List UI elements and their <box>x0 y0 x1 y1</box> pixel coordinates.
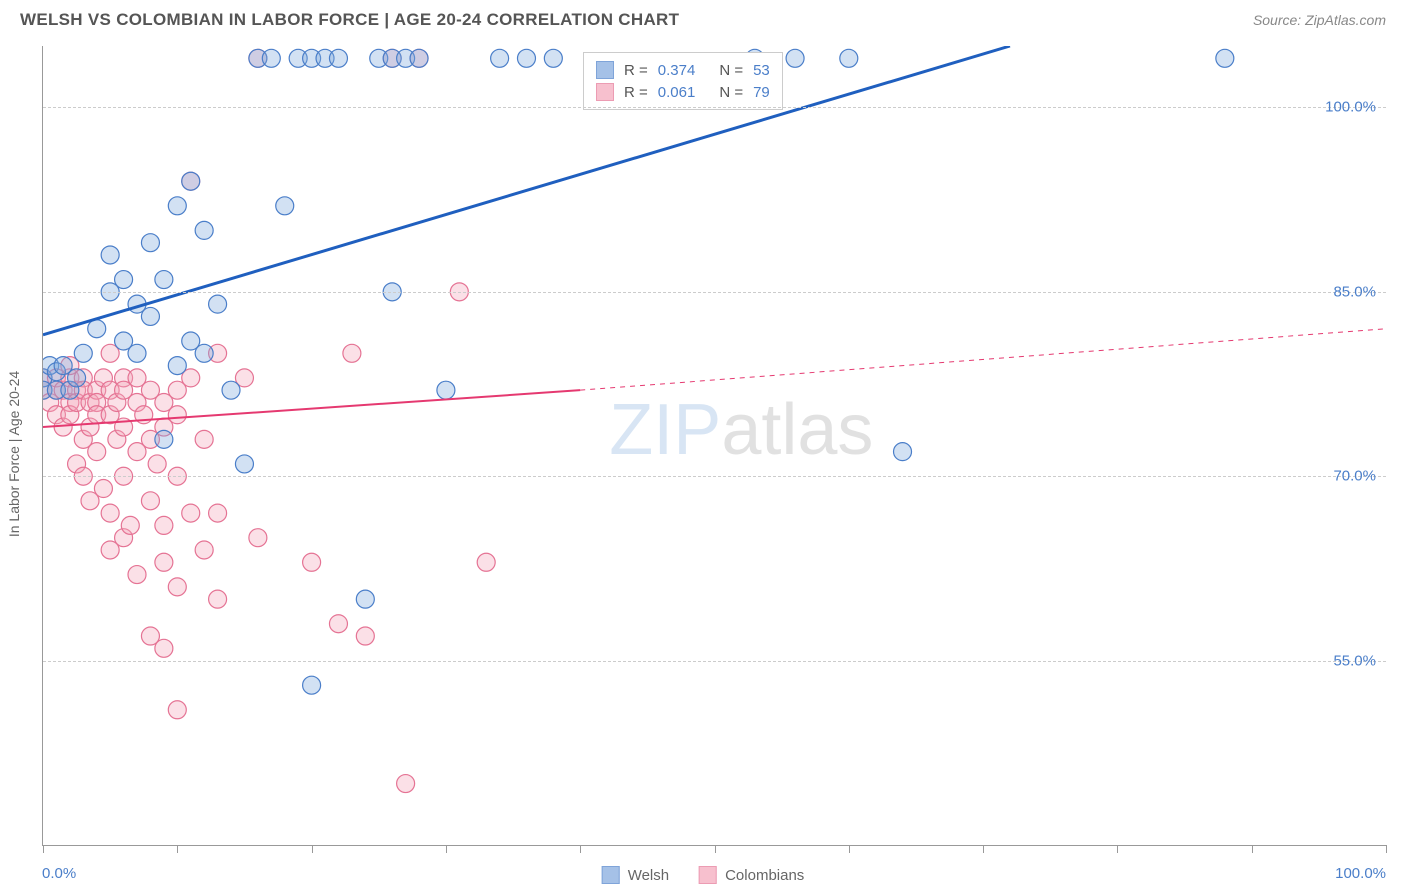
data-point-welsh <box>168 357 186 375</box>
data-point-welsh <box>840 49 858 67</box>
data-point-welsh <box>115 271 133 289</box>
data-point-colombians <box>155 516 173 534</box>
data-point-colombians <box>195 541 213 559</box>
plot-area: ZIPatlas R = 0.374 N = 53 R = 0.061 N = … <box>43 46 1386 845</box>
data-point-colombians <box>168 701 186 719</box>
scatter-svg <box>43 46 1386 845</box>
data-point-welsh <box>74 344 92 362</box>
data-point-welsh <box>195 344 213 362</box>
data-point-welsh <box>1216 49 1234 67</box>
page-title: WELSH VS COLOMBIAN IN LABOR FORCE | AGE … <box>20 10 679 30</box>
welsh-n-value: 53 <box>753 62 770 79</box>
data-point-colombians <box>155 553 173 571</box>
data-point-colombians <box>343 344 361 362</box>
data-point-welsh <box>222 381 240 399</box>
data-point-colombians <box>195 430 213 448</box>
data-point-welsh <box>209 295 227 313</box>
data-point-welsh <box>410 49 428 67</box>
colombians-swatch-icon <box>596 83 614 101</box>
data-point-welsh <box>786 49 804 67</box>
data-point-colombians <box>128 566 146 584</box>
data-point-colombians <box>356 627 374 645</box>
data-point-colombians <box>148 455 166 473</box>
data-point-welsh <box>155 430 173 448</box>
data-point-colombians <box>329 615 347 633</box>
data-point-welsh <box>517 49 535 67</box>
data-point-welsh <box>141 234 159 252</box>
data-point-welsh <box>168 197 186 215</box>
data-point-welsh <box>491 49 509 67</box>
stats-row-welsh: R = 0.374 N = 53 <box>596 59 770 81</box>
y-tick-label: 85.0% <box>1333 283 1376 300</box>
n-label: N = <box>719 84 743 101</box>
data-point-welsh <box>155 271 173 289</box>
legend-item-colombians: Colombians <box>699 866 804 884</box>
legend-colombians-label: Colombians <box>725 867 804 884</box>
y-tick-label: 70.0% <box>1333 468 1376 485</box>
data-point-colombians <box>303 553 321 571</box>
data-point-welsh <box>276 197 294 215</box>
colombians-r-value: 0.061 <box>658 84 696 101</box>
welsh-swatch-icon <box>602 866 620 884</box>
data-point-colombians <box>168 406 186 424</box>
y-axis-label: In Labor Force | Age 20-24 <box>6 371 22 537</box>
data-point-colombians <box>155 639 173 657</box>
data-point-colombians <box>397 775 415 793</box>
data-point-welsh <box>544 49 562 67</box>
r-label: R = <box>624 84 648 101</box>
data-point-welsh <box>437 381 455 399</box>
chart-area: ZIPatlas R = 0.374 N = 53 R = 0.061 N = … <box>42 46 1386 846</box>
data-point-colombians <box>209 504 227 522</box>
data-point-colombians <box>101 504 119 522</box>
r-label: R = <box>624 62 648 79</box>
data-point-welsh <box>88 320 106 338</box>
n-label: N = <box>719 62 743 79</box>
data-point-welsh <box>894 443 912 461</box>
stats-row-colombians: R = 0.061 N = 79 <box>596 81 770 103</box>
data-point-colombians <box>94 480 112 498</box>
data-point-colombians <box>168 578 186 596</box>
data-point-welsh <box>141 307 159 325</box>
data-point-welsh <box>68 369 86 387</box>
data-point-colombians <box>121 516 139 534</box>
welsh-swatch-icon <box>596 61 614 79</box>
legend-item-welsh: Welsh <box>602 866 669 884</box>
colombians-swatch-icon <box>699 866 717 884</box>
y-tick-label: 55.0% <box>1333 652 1376 669</box>
data-point-colombians <box>249 529 267 547</box>
source-attribution: Source: ZipAtlas.com <box>1253 12 1386 28</box>
data-point-welsh <box>303 676 321 694</box>
data-point-welsh <box>128 344 146 362</box>
data-point-welsh <box>101 246 119 264</box>
y-tick-label: 100.0% <box>1325 99 1376 116</box>
data-point-welsh <box>356 590 374 608</box>
data-point-colombians <box>477 553 495 571</box>
data-point-welsh <box>329 49 347 67</box>
bottom-legend: Welsh Colombians <box>602 866 805 884</box>
legend-welsh-label: Welsh <box>628 867 669 884</box>
data-point-welsh <box>235 455 253 473</box>
data-point-welsh <box>262 49 280 67</box>
colombians-n-value: 79 <box>753 84 770 101</box>
data-point-welsh <box>182 172 200 190</box>
data-point-colombians <box>209 590 227 608</box>
trend-line-colombians-dashed <box>580 329 1386 390</box>
x-axis-min-label: 0.0% <box>42 865 76 882</box>
data-point-colombians <box>141 492 159 510</box>
welsh-r-value: 0.374 <box>658 62 696 79</box>
correlation-stats-box: R = 0.374 N = 53 R = 0.061 N = 79 <box>583 52 783 110</box>
data-point-colombians <box>88 443 106 461</box>
x-axis-max-label: 100.0% <box>1335 865 1386 882</box>
data-point-colombians <box>182 504 200 522</box>
data-point-welsh <box>195 221 213 239</box>
